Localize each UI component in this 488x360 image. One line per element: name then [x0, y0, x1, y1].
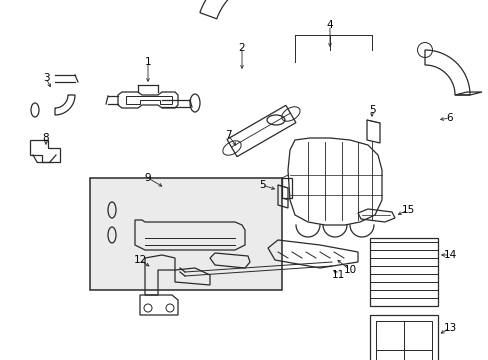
Bar — [90, 178, 282, 290]
Bar — [369, 315, 437, 360]
Text: 1: 1 — [144, 57, 151, 67]
Text: 2: 2 — [238, 43, 245, 53]
Text: 13: 13 — [443, 323, 456, 333]
Bar — [369, 238, 437, 306]
Text: 6: 6 — [446, 113, 452, 123]
Text: 7: 7 — [224, 130, 231, 140]
Text: 11: 11 — [331, 270, 344, 280]
Text: 4: 4 — [326, 20, 333, 30]
Text: 14: 14 — [443, 250, 456, 260]
Text: 12: 12 — [133, 255, 146, 265]
Text: 9: 9 — [144, 173, 151, 183]
Text: 8: 8 — [42, 133, 49, 143]
Bar — [282, 178, 291, 198]
Text: 5: 5 — [368, 105, 375, 115]
Bar — [375, 321, 431, 360]
Text: 10: 10 — [343, 265, 356, 275]
Text: 3: 3 — [42, 73, 49, 83]
Text: 5: 5 — [258, 180, 265, 190]
Text: 15: 15 — [401, 205, 414, 215]
